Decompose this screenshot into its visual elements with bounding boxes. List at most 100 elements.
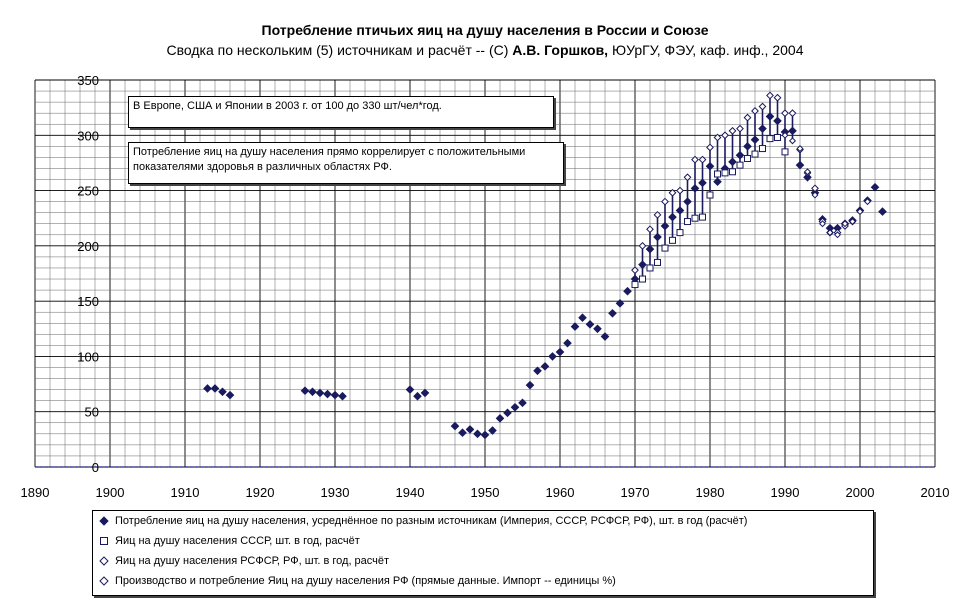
series-1-point (706, 191, 714, 199)
series-3-point (796, 145, 804, 153)
series-0-point (548, 352, 557, 361)
series-0-point (495, 414, 505, 423)
filled-diamond-icon (99, 516, 109, 526)
y-tick-label: 50 (85, 405, 99, 420)
series-0-point (758, 124, 767, 133)
x-tick-label: 2010 (921, 485, 950, 500)
series-0-point (510, 402, 520, 412)
subtitle-author: А.В. Горшков, (512, 42, 609, 58)
series-0-point (683, 197, 692, 206)
x-tick-label: 1920 (246, 485, 275, 500)
series-0-point (788, 126, 797, 136)
y-tick-label: 100 (77, 349, 99, 364)
series-0-point (698, 178, 707, 188)
series-2-point (661, 197, 669, 206)
grid (34, 79, 936, 468)
series-0-point (765, 112, 775, 121)
subtitle-part-1: Сводка по нескольким (5) источникам и ра… (166, 42, 513, 58)
series-1-point (729, 168, 736, 176)
series-3-point (833, 231, 842, 239)
series-1-point (736, 161, 744, 169)
series-1-point (639, 275, 646, 283)
series-0-point (713, 177, 722, 187)
series-2-point (668, 188, 677, 197)
series-2-point (781, 109, 789, 118)
legend-label: Яиц на душу населения СССР, шт. в год, р… (115, 535, 360, 547)
open-diamond-icon (99, 576, 109, 586)
x-tick-label: 1930 (321, 485, 350, 500)
legend-item-ussr: Яиц на душу населения СССР, шт. в год, р… (99, 535, 360, 547)
x-tick-label: 1900 (96, 485, 125, 500)
x-tick-label: 1980 (696, 485, 725, 500)
series-1-point (781, 148, 789, 156)
open-square-icon (100, 537, 108, 546)
series-2-point (691, 155, 699, 164)
series-0-point (413, 391, 422, 401)
series-0-point (653, 232, 662, 242)
legend-item-average: Потребление яиц на душу населения, усред… (99, 515, 747, 527)
x-tick-label: 1950 (471, 485, 500, 500)
x-tick-label: 1890 (21, 485, 50, 500)
series-0-point (465, 425, 475, 434)
series-2-point (728, 126, 737, 135)
series-0-point (585, 320, 595, 329)
series-0-point (420, 388, 430, 398)
series-0-point (735, 150, 745, 160)
series-3-point (781, 131, 789, 139)
legend-label: Производство и потребление Яиц на душу н… (115, 575, 616, 587)
series-1-point (676, 229, 684, 237)
legend-label: Яиц на душу населения РСФСР, РФ, шт. в г… (115, 555, 390, 567)
series-1-point (714, 170, 721, 178)
data-marks (203, 91, 887, 440)
series-2-point (631, 266, 639, 275)
series-0-point (533, 366, 542, 376)
series-3-point (848, 218, 857, 226)
x-tick-label: 1910 (171, 485, 200, 500)
series-0-point (593, 324, 602, 334)
series-0-point (668, 212, 677, 222)
series-3-point (841, 220, 849, 228)
series-2-point (758, 102, 767, 111)
series-2-point (713, 133, 722, 142)
series-0-point (773, 116, 782, 126)
series-1-point (699, 213, 706, 221)
series-1-point (691, 214, 699, 222)
series-0-point (308, 387, 317, 397)
axes: 1890 1900 1910 1920 1930 1940 1950 1960 1970 1980… (21, 73, 950, 500)
series-1-point (759, 145, 766, 153)
series-0-point (743, 142, 752, 151)
series-0-point (480, 430, 490, 440)
series-0-point (503, 408, 512, 418)
series-2-point (773, 93, 782, 102)
series-2-point (646, 225, 654, 234)
series-2-point (653, 210, 662, 219)
series-1-point (684, 218, 691, 226)
annotation-europe: В Европе, США и Японии в 2003 г. от 100 … (128, 96, 554, 128)
series-0-point (570, 322, 580, 331)
series-1-point (669, 236, 676, 244)
series-3-point (803, 168, 812, 176)
series-0-point (225, 390, 235, 400)
x-tick-label: 1970 (621, 485, 650, 500)
series-0-point (405, 385, 415, 394)
series-2-point (751, 107, 759, 115)
series-1-point (774, 133, 781, 141)
series-0-point (458, 428, 467, 438)
series-2-point (683, 173, 692, 182)
series-0-point (728, 157, 737, 167)
series-3-point (818, 220, 827, 228)
series-0-point (203, 384, 212, 393)
y-tick-label: 200 (77, 239, 99, 254)
series-0-point (795, 160, 805, 170)
series-0-point (608, 308, 617, 318)
series-1-point (661, 244, 669, 252)
y-tick-label: 150 (77, 294, 99, 309)
legend-label: Потребление яиц на душу населения, усред… (115, 515, 748, 527)
x-tick-label: 1990 (771, 485, 800, 500)
subtitle-part-3: ЮУрГУ, ФЭУ, каф. инф., 2004 (608, 42, 804, 58)
series-0-point (563, 338, 572, 348)
series-1-point (646, 264, 654, 272)
series-0-point (473, 429, 482, 439)
series-0-point (450, 421, 460, 431)
series-0-point (600, 332, 610, 341)
